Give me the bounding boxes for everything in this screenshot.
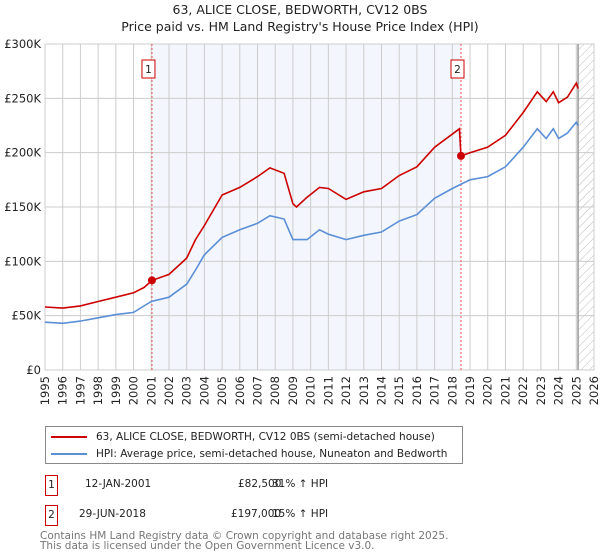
x-tick-label: 2025: [569, 376, 583, 405]
chart-subtitle: Price paid vs. HM Land Registry's House …: [121, 19, 478, 34]
legend-item-hpi: HPI: Average price, semi-detached house,…: [51, 446, 447, 462]
sale-label-box: [141, 59, 156, 79]
y-tick-label: £300K: [4, 37, 41, 51]
x-tick-label: 2007: [251, 376, 265, 405]
legend-label: HPI: Average price, semi-detached house,…: [96, 448, 448, 460]
x-tick-label: 2026: [587, 376, 600, 405]
x-tick-label: 2022: [516, 376, 530, 405]
chart-title: 63, ALICE CLOSE, BEDWORTH, CV12 0BS: [173, 2, 428, 17]
x-tick-label: 2005: [215, 376, 229, 405]
transaction-badge: 1: [45, 475, 58, 496]
x-tick-label: 2020: [481, 376, 495, 405]
y-tick-label: £50K: [12, 309, 42, 323]
x-tick-label: 2019: [463, 376, 477, 405]
sale-label: 1: [145, 64, 152, 76]
x-tick-label: 2003: [180, 376, 194, 405]
x-tick-label: 1997: [73, 376, 87, 405]
x-tick-label: 2011: [321, 376, 335, 405]
y-tick-label: £250K: [4, 91, 41, 105]
sale-point: [457, 151, 466, 160]
x-tick-label: 2008: [268, 376, 282, 405]
y-tick-label: £150K: [4, 200, 41, 214]
x-tick-label: 2024: [552, 376, 566, 405]
x-tick-label: 2004: [197, 376, 211, 405]
footer-line: This data is licensed under the Open Gov…: [40, 540, 375, 552]
x-tick-label: 1999: [109, 376, 123, 405]
transaction-delta: 15% ↑ HPI: [272, 508, 329, 520]
transaction-price: £82,500: [238, 478, 282, 490]
legend-item-property: 63, ALICE CLOSE, BEDWORTH, CV12 0BS (sem…: [51, 429, 435, 445]
transaction-date: 12-JAN-2001: [85, 478, 152, 490]
transaction-badge: 2: [45, 505, 58, 526]
transaction-row: 2 29-JUN-2018 £197,000 15% ↑ HPI: [45, 505, 465, 526]
x-tick-label: 2012: [339, 376, 353, 405]
x-tick-label: 1996: [56, 376, 70, 405]
y-tick-label: £200K: [4, 146, 41, 160]
x-tick-label: 2002: [162, 376, 176, 405]
legend-label: 63, ALICE CLOSE, BEDWORTH, CV12 0BS (sem…: [96, 431, 435, 443]
transaction-price: £197,000: [231, 508, 282, 520]
x-tick-label: 2018: [445, 376, 459, 405]
x-tick-label: 2021: [498, 376, 512, 405]
x-tick-label: 2016: [410, 376, 424, 405]
sale-point: [147, 276, 156, 285]
x-tick-label: 2009: [286, 376, 300, 405]
x-tick-label: 2017: [428, 376, 442, 405]
x-tick-label: 2015: [392, 376, 406, 405]
x-tick-label: 1998: [91, 376, 105, 405]
sale-label-box: [450, 59, 465, 79]
x-tick-label: 2000: [127, 376, 141, 405]
footer-line: Contains HM Land Registry data © Crown c…: [40, 530, 449, 542]
transaction-delta: 31% ↑ HPI: [272, 478, 329, 490]
x-tick-label: 2006: [233, 376, 247, 405]
legend-swatch-blue: [51, 453, 87, 455]
x-tick-label: 2010: [304, 376, 318, 405]
x-tick-label: 2014: [374, 376, 388, 405]
transaction-date: 29-JUN-2018: [79, 508, 146, 520]
y-tick-label: £0: [26, 363, 41, 377]
x-tick-label: 2001: [144, 376, 158, 405]
price-chart: 63, ALICE CLOSE, BEDWORTH, CV12 0BS Pric…: [4, 2, 600, 405]
y-tick-label: £100K: [4, 254, 41, 268]
legend-swatch-red: [51, 436, 87, 438]
x-tick-label: 2023: [534, 376, 548, 405]
transaction-row: 1 12-JAN-2001 £82,500 31% ↑ HPI: [45, 475, 465, 496]
x-tick-label: 1995: [38, 376, 52, 405]
sale-label: 2: [454, 64, 461, 76]
legend: 63, ALICE CLOSE, BEDWORTH, CV12 0BS (sem…: [45, 426, 463, 464]
plot-frame: [44, 43, 595, 371]
x-tick-label: 2013: [357, 376, 371, 405]
footer: Contains HM Land Registry data © Crown c…: [40, 530, 449, 552]
series-line: [44, 120, 579, 325]
